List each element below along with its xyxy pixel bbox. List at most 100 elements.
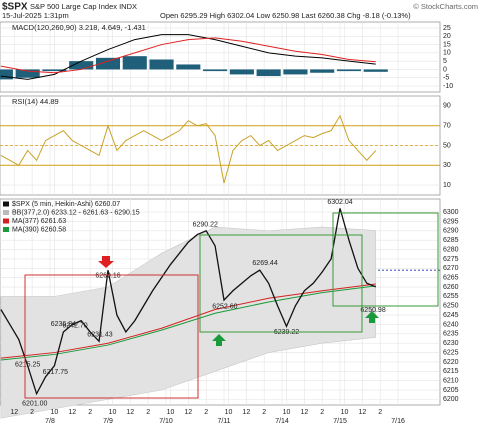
histogram-bar: [15, 69, 40, 78]
histogram-bar: [283, 69, 308, 75]
x-tick-label: 12: [300, 409, 308, 416]
y-tick-label: 6240: [443, 321, 459, 328]
y-tick-label: 70: [443, 123, 451, 130]
histogram-bar: [336, 69, 362, 72]
legend-label: MA(390) 6260.58: [12, 226, 66, 233]
histogram-bar: [229, 69, 254, 75]
security-name: S&P 500 Large Cap Index INDX: [30, 2, 137, 11]
price-annotation: 6269.16: [95, 273, 120, 280]
down-arrow: [98, 256, 114, 268]
x-tick-label: 10: [51, 409, 59, 416]
y-tick-label: 30: [443, 162, 451, 169]
histogram-bar: [363, 69, 388, 72]
credit: © StockCharts.com: [413, 2, 478, 11]
price-annotation: 6250.98: [360, 307, 385, 314]
y-tick-label: 6235: [443, 331, 459, 338]
x-tick-label: 7/14: [275, 418, 289, 425]
y-tick-label: 25: [443, 25, 451, 32]
series-line: [0, 283, 376, 359]
y-tick-label: 5: [443, 58, 447, 65]
x-tick-label: 7/16: [391, 418, 405, 425]
y-tick-label: 6225: [443, 349, 459, 356]
y-tick-label: 6230: [443, 340, 459, 347]
x-tick-label: 12: [126, 409, 134, 416]
y-tick-label: 0: [443, 66, 447, 73]
x-tick-label: 7/8: [45, 418, 55, 425]
histogram-bar: [69, 61, 94, 70]
legend-swatch: [3, 210, 9, 215]
x-tick-label: 10: [341, 409, 349, 416]
price-annotation: 6215.25: [15, 362, 40, 369]
x-tick-label: 10: [225, 409, 233, 416]
x-tick-label: 10: [109, 409, 117, 416]
price-annotation: 6201.00: [22, 400, 47, 407]
y-tick-label: 6280: [443, 246, 459, 253]
y-tick-label: 6295: [443, 218, 459, 225]
price-annotation: 6236.84: [51, 321, 76, 328]
x-tick-label: 2: [146, 409, 150, 416]
annotation-boxes: [24, 212, 439, 399]
y-tick-label: 6200: [443, 396, 459, 403]
series-line: [0, 114, 377, 184]
up-arrow: [365, 311, 379, 323]
legend-swatch: [3, 201, 9, 207]
price-annotation: 6217.75: [43, 369, 68, 376]
y-tick-label: 6290: [443, 228, 459, 235]
legend-swatch: [3, 218, 9, 224]
y-tick-label: 6215: [443, 368, 459, 375]
price-annotation: 6252.60: [212, 304, 237, 311]
panel-title: RSI(14) 44.89: [12, 97, 59, 106]
series-line: [0, 285, 376, 361]
y-tick-label: 6210: [443, 377, 459, 384]
y-tick-label: 6265: [443, 274, 459, 281]
y-tick-label: 6220: [443, 359, 459, 366]
quote: Open 6295.29 High 6302.04 Low 6250.98 La…: [160, 11, 411, 20]
histogram-bar: [95, 57, 121, 70]
y-tick-label: 6285: [443, 237, 459, 244]
legend-label: $SPX (5 min, Heikin-Ashi) 6260.07: [12, 201, 120, 208]
x-tick-label: 2: [320, 409, 324, 416]
x-tick-label: 12: [10, 409, 18, 416]
price-annotation: 6290.22: [193, 221, 218, 228]
x-tick-label: 12: [358, 409, 366, 416]
y-tick-label: 10: [443, 50, 451, 57]
legend-label: MA(377) 6261.63: [12, 218, 66, 225]
up-arrow: [212, 334, 226, 346]
histogram-bar: [256, 69, 281, 77]
legend-label: BB(377,2.0) 6233.12 - 6261.63 - 6290.15: [12, 209, 140, 216]
x-tick-label: 7/11: [217, 418, 230, 425]
y-tick-label: 6205: [443, 387, 459, 394]
y-tick-label: 6250: [443, 303, 459, 310]
histogram-bar: [310, 69, 335, 73]
x-tick-label: 12: [184, 409, 192, 416]
date: 15-Jul-2025 1:31pm: [2, 11, 69, 20]
y-tick-label: 90: [443, 103, 451, 110]
price-annotation: 6231.43: [87, 331, 112, 338]
y-tick-label: 6245: [443, 312, 459, 319]
histogram-bar: [149, 59, 174, 70]
price-annotation: 6302.04: [327, 199, 352, 206]
series-line: [0, 37, 376, 74]
histogram-bar: [122, 56, 147, 70]
price-annotation: 6269.44: [252, 260, 277, 267]
y-tick-label: 6300: [443, 209, 459, 216]
x-tick-label: 10: [167, 409, 175, 416]
histogram-bar: [0, 69, 13, 80]
x-tick-label: 2: [30, 409, 34, 416]
x-tick-label: 7/15: [333, 418, 347, 425]
panel-title: MACD(120,260,90) 3.218, 4.649, -1.431: [12, 23, 146, 32]
y-tick-label: 50: [443, 142, 451, 149]
legend-swatch: [3, 227, 9, 232]
panel: [0, 21, 441, 93]
range-box: [199, 234, 363, 333]
histogram-bar: [176, 64, 201, 70]
y-tick-label: 20: [443, 33, 451, 40]
histogram-bar: [42, 69, 67, 72]
y-tick-label: 6255: [443, 293, 459, 300]
x-tick-label: 7/10: [159, 418, 173, 425]
x-tick-label: 2: [88, 409, 92, 416]
price-annotation: 6242.70: [62, 322, 87, 329]
y-tick-label: -5: [443, 75, 449, 82]
y-tick-label: 6275: [443, 256, 459, 263]
